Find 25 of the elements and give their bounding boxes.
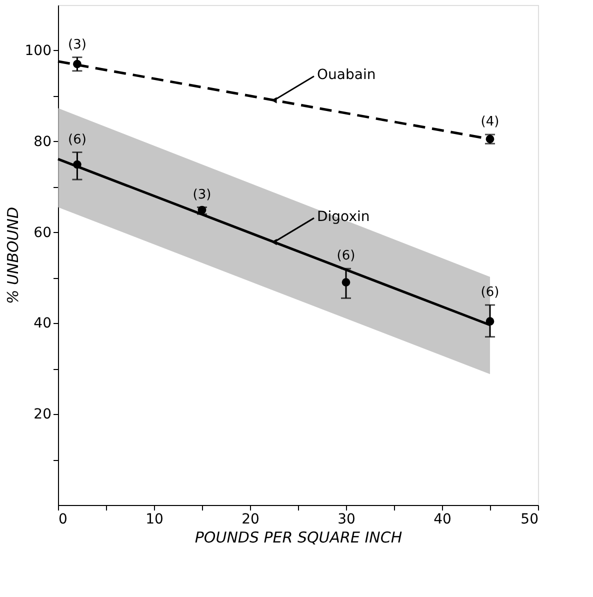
annotation: (3) (68, 37, 86, 52)
y-tick-label: 80 (34, 134, 52, 150)
text: Digoxin (317, 209, 370, 226)
y-tick-label: 100 (24, 42, 52, 59)
x-tick-label: 50 (520, 512, 538, 528)
series-label: Ouabain (317, 67, 376, 84)
point (486, 317, 494, 326)
annotation: (6) (480, 285, 500, 300)
point (73, 60, 82, 68)
annotation: (3) (192, 187, 212, 202)
x-tick-label: 30 (338, 512, 356, 528)
x-tick-label: 40 (434, 512, 452, 528)
x-axis-title: POUNDS PER SQUARE INCH (194, 528, 402, 546)
annotation: (6) (68, 132, 86, 148)
x-tick-label: 0 (58, 512, 68, 528)
y-tick-label: 20 (34, 406, 52, 423)
x-tick-label: 20 (242, 512, 260, 528)
point (342, 278, 350, 286)
point (73, 160, 82, 169)
annotation: (4) (480, 114, 500, 130)
x-tick-label: 10 (146, 512, 164, 528)
annotation: (6) (336, 248, 356, 264)
y-tick-label: 60 (34, 224, 52, 241)
y-tick-label: 40 (34, 316, 52, 332)
y-axis-title: % UNBOUND (4, 206, 22, 304)
